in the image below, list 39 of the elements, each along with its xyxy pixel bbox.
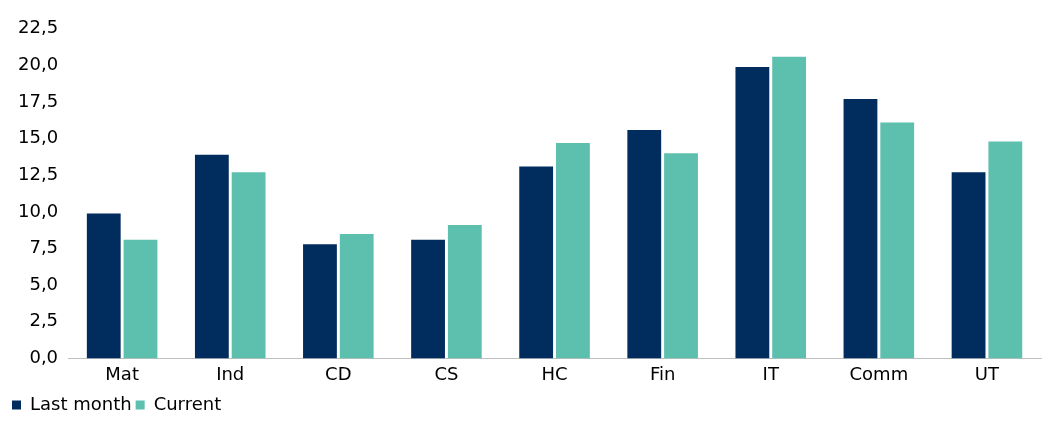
y-tick-label: 15,0 (18, 126, 59, 148)
bar (519, 166, 554, 359)
y-tick-label: 0,0 (29, 346, 59, 368)
bar (843, 99, 878, 359)
y-tick-label: 17,5 (18, 89, 59, 111)
bar (627, 129, 662, 359)
x-tick-label: Ind (216, 362, 245, 384)
y-tick-label: 2,5 (29, 309, 59, 331)
bar (447, 225, 482, 359)
bar (951, 172, 986, 359)
y-tick-label: 5,0 (29, 272, 59, 294)
x-tick-label: UT (974, 362, 1001, 384)
bar (772, 56, 807, 359)
bar (86, 213, 121, 359)
x-tick-label: CD (325, 362, 352, 384)
bar (303, 244, 337, 359)
y-tick-label: 10,0 (18, 199, 59, 221)
bar (735, 66, 770, 359)
x-tick-label: CS (434, 362, 459, 384)
x-tick-label: HC (541, 362, 568, 384)
bar (880, 122, 915, 359)
bar (339, 233, 374, 359)
bar (411, 239, 445, 359)
bar (231, 172, 266, 359)
x-tick-label: Comm (849, 362, 909, 384)
y-tick-label: 12,5 (18, 162, 59, 184)
y-tick-label: 22,5 (18, 16, 59, 38)
bar (194, 154, 229, 359)
bar (123, 239, 158, 359)
legend-label: Last month (30, 392, 132, 414)
x-tick-label: Mat (105, 362, 139, 384)
x-tick-label: IT (762, 362, 780, 384)
x-tick-label: Fin (649, 362, 676, 384)
legend-label: Current (153, 392, 222, 414)
y-tick-label: 7,5 (29, 236, 59, 258)
y-tick-label: 20,0 (18, 53, 59, 75)
bar (988, 141, 1023, 359)
bar (556, 143, 590, 359)
bar (664, 153, 698, 359)
